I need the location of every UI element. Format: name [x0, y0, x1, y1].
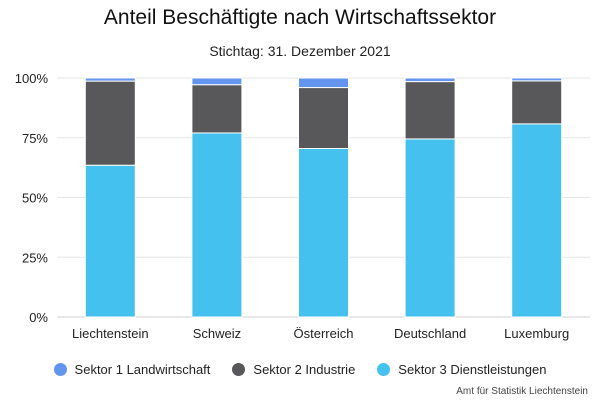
chart-title: Anteil Beschäftigte nach Wirtschaftssekt…: [103, 6, 497, 29]
legend-swatch: [53, 363, 67, 376]
bar-segment: [84, 80, 136, 166]
x-tick-label: Liechtenstein: [72, 326, 149, 341]
bar-segment: [298, 87, 349, 150]
bar-segment: [298, 148, 349, 318]
x-tick-label: Deutschland: [394, 326, 466, 341]
bar-segment: [191, 132, 243, 318]
legend-item[interactable]: Sektor 3 Dienstleistungen: [377, 362, 546, 377]
legend-swatch: [377, 363, 391, 376]
y-tick-label: 25%: [22, 250, 48, 265]
x-tick-label: Schweiz: [193, 326, 241, 341]
legend-item[interactable]: Sektor 2 Industrie: [232, 362, 355, 377]
y-tick-label: 0%: [29, 310, 48, 325]
bar-segment: [84, 77, 136, 82]
chart-subtitle: Stichtag: 31. Dezember 2021: [209, 43, 391, 59]
y-tick-label: 75%: [22, 131, 48, 146]
legend-label: Sektor 1 Landwirtschaft: [74, 362, 211, 377]
bar-segment: [84, 164, 136, 318]
bar-segment: [511, 77, 563, 82]
x-tick-label: Luxemburg: [504, 326, 569, 341]
bar-segment: [191, 84, 243, 134]
bar-segment: [511, 123, 563, 318]
x-tick-label: Österreich: [294, 326, 354, 341]
bar-segment: [404, 81, 456, 140]
legend-item[interactable]: Sektor 1 Landwirtschaft: [53, 362, 211, 377]
source-note: Amt für Statistik Liechtenstein: [456, 386, 588, 397]
bar-segment: [298, 77, 349, 89]
y-tick-label: 50%: [22, 191, 48, 206]
bar-segment: [404, 77, 456, 83]
chart-legend: Sektor 1 Landwirtschaft Sektor 2 Industri…: [0, 362, 600, 377]
y-tick-label: 100%: [15, 71, 49, 86]
legend-label: Sektor 2 Industrie: [253, 362, 356, 377]
bar-segment: [511, 80, 563, 125]
bar-segment: [191, 77, 243, 86]
legend-swatch: [232, 363, 246, 376]
legend-label: Sektor 3 Dienstleistungen: [398, 362, 547, 377]
bar-segment: [404, 138, 456, 318]
stacked-bar-chart: 0% 25% 50% 75% 100% Liechtenstein Schweiz Öster…: [15, 71, 590, 341]
